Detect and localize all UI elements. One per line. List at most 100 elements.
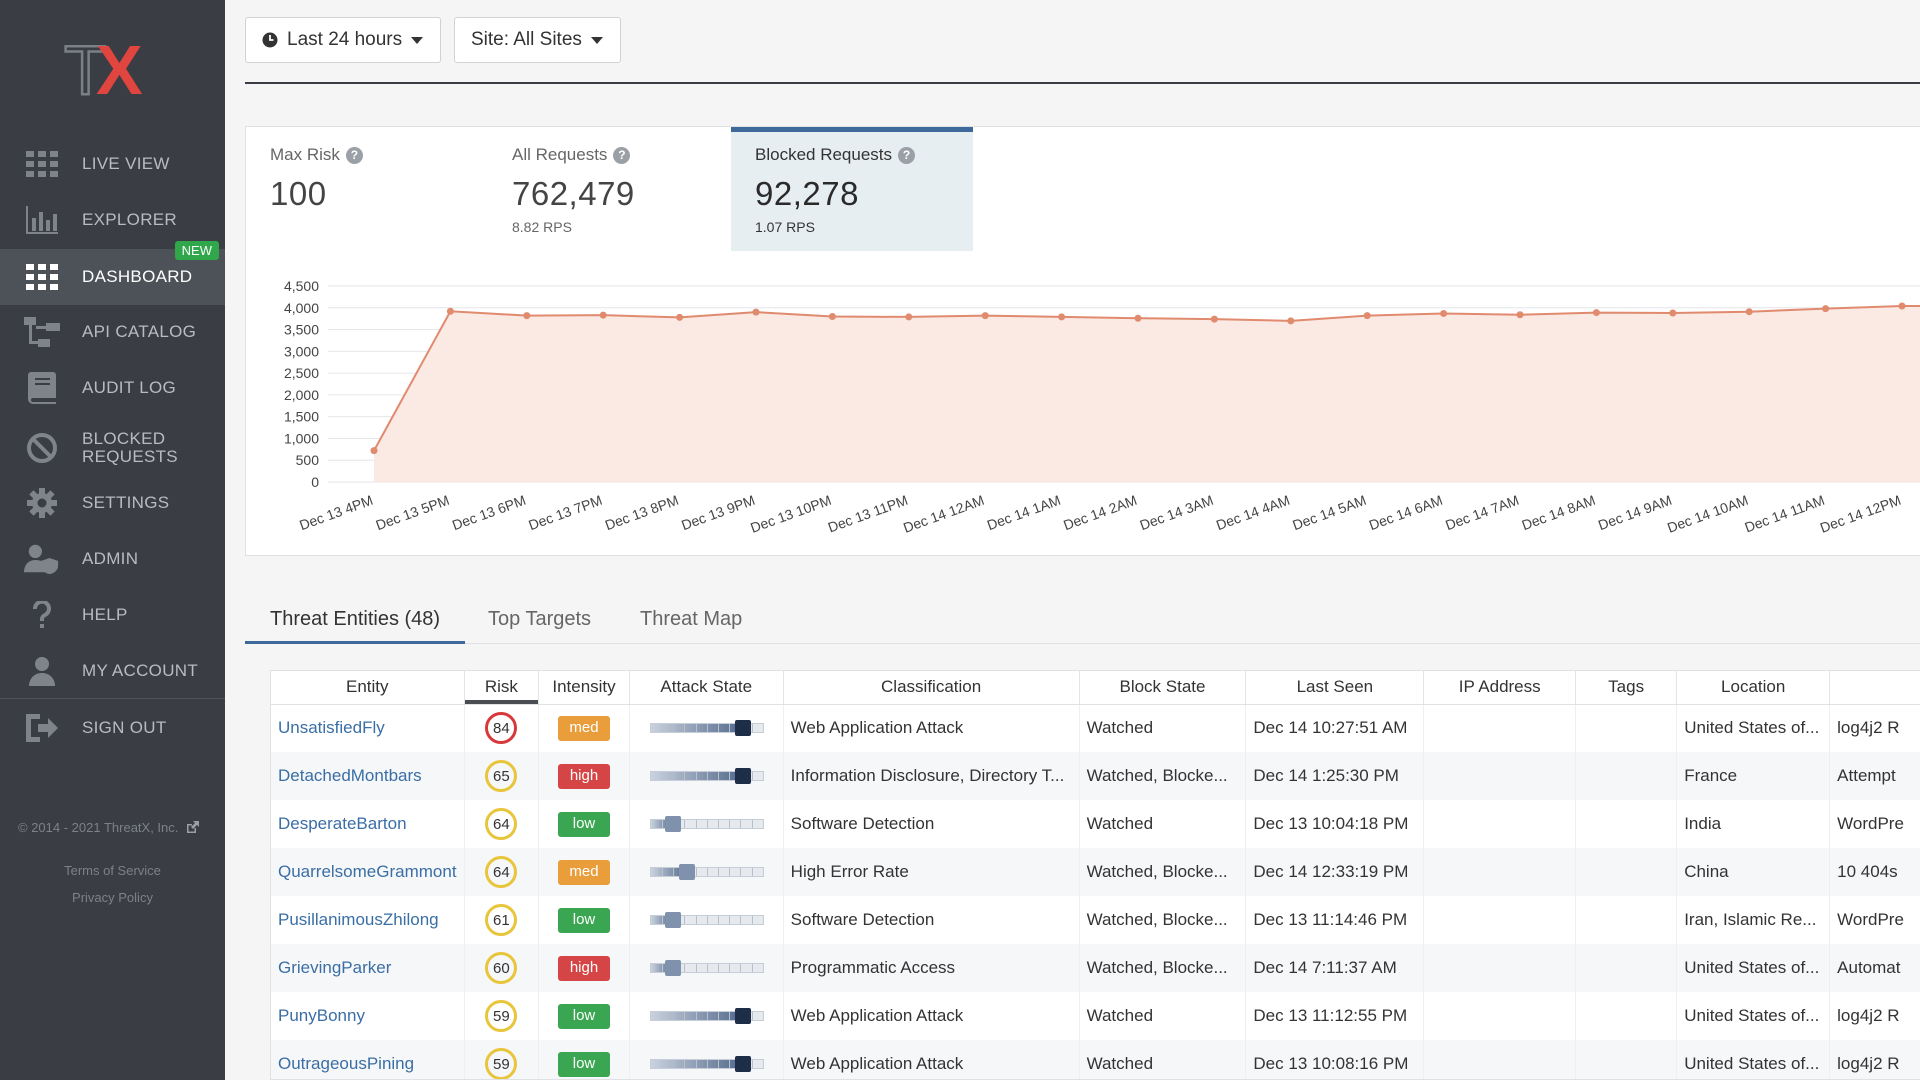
table-row[interactable]: OutrageousPining 59 low Web Application Att…: [271, 1040, 1920, 1079]
data-point[interactable]: [599, 311, 607, 319]
nav-sign-out[interactable]: SIGN OUT: [0, 700, 225, 756]
data-point[interactable]: [1440, 309, 1448, 317]
nav-settings[interactable]: SETTINGS: [0, 475, 225, 531]
gear-icon: [24, 485, 60, 521]
stat-all-requests[interactable]: All Requests? 762,479 8.82 RPS: [488, 127, 730, 251]
nav-api-catalog[interactable]: API CATALOG: [0, 304, 225, 360]
block-state-cell: Watched: [1079, 992, 1247, 1040]
entity-link[interactable]: QuarrelsomeGrammont: [271, 848, 465, 896]
nav-help[interactable]: HELP: [0, 587, 225, 643]
classification-cell: High Error Rate: [783, 848, 1080, 896]
site-dropdown[interactable]: Site: All Sites: [454, 17, 621, 63]
data-point[interactable]: [905, 313, 913, 321]
entity-link[interactable]: DesperateBarton: [271, 800, 465, 848]
col-last-seen[interactable]: Last Seen: [1245, 671, 1425, 705]
ip-address-cell: [1423, 848, 1577, 896]
tab-threat-map[interactable]: Threat Map: [640, 608, 743, 630]
col-attack-state[interactable]: Attack State: [629, 671, 784, 705]
help-icon[interactable]: ?: [613, 146, 631, 164]
terms-link[interactable]: Terms of Service: [64, 863, 161, 878]
tags-cell: [1575, 992, 1678, 1040]
x-tick-label: Dec 14 4AM: [1214, 492, 1292, 533]
privacy-link[interactable]: Privacy Policy: [72, 890, 153, 905]
data-point[interactable]: [1669, 309, 1677, 317]
nav-explorer[interactable]: EXPLORER: [0, 192, 225, 248]
nav-admin[interactable]: ADMIN: [0, 531, 225, 587]
nav-label: AUDIT LOG: [82, 378, 177, 397]
attack-state-cell: [629, 848, 784, 896]
threatx-logo[interactable]: T X: [60, 34, 170, 104]
data-point[interactable]: [370, 447, 378, 455]
intensity-cell: high: [538, 944, 630, 992]
header-rule: [245, 82, 1920, 84]
classification-cell: Software Detection: [783, 800, 1080, 848]
data-point[interactable]: [981, 312, 989, 320]
attack-state-knob: [734, 1008, 751, 1024]
data-point[interactable]: [1516, 311, 1524, 319]
entity-link[interactable]: PunyBonny: [271, 992, 465, 1040]
data-point[interactable]: [1058, 313, 1066, 321]
nav-label: DASHBOARD: [82, 267, 193, 286]
table-row[interactable]: DetachedMontbars 65 high Information Disclo…: [271, 752, 1920, 800]
entity-link[interactable]: GrievingParker: [271, 944, 465, 992]
col-location[interactable]: Location: [1676, 671, 1831, 705]
entity-link[interactable]: DetachedMontbars: [271, 752, 465, 800]
y-tick-label: 2,000: [284, 387, 319, 403]
col-tags[interactable]: Tags: [1575, 671, 1678, 705]
col-block-state[interactable]: Block State: [1079, 671, 1247, 705]
col-classification[interactable]: Classification: [783, 671, 1080, 705]
help-icon[interactable]: ?: [345, 146, 363, 164]
logo-letter-t: T: [64, 34, 107, 104]
entity-link[interactable]: PusillanimousZhilong: [271, 896, 465, 944]
data-point[interactable]: [828, 312, 836, 320]
tab-top-targets[interactable]: Top Targets: [488, 608, 592, 630]
col-description[interactable]: [1829, 671, 1920, 705]
nav-live-view[interactable]: LIVE VIEW: [0, 136, 225, 192]
data-point[interactable]: [1898, 302, 1906, 310]
data-point[interactable]: [523, 312, 531, 320]
stat-blocked-requests[interactable]: Blocked Requests? 92,278 1.07 RPS: [731, 127, 973, 251]
col-intensity[interactable]: Intensity: [538, 671, 630, 705]
ip-address-cell: [1423, 944, 1577, 992]
ip-address-cell: [1423, 896, 1577, 944]
entity-link[interactable]: OutrageousPining: [271, 1040, 465, 1079]
risk-score: 59: [485, 1000, 518, 1032]
nav-audit-log[interactable]: AUDIT LOG: [0, 360, 225, 416]
stat-max-risk[interactable]: Max Risk? 100: [246, 127, 488, 251]
data-point[interactable]: [676, 313, 684, 321]
table-row[interactable]: QuarrelsomeGrammont 64 med High Error Rate W…: [271, 848, 1920, 896]
data-point[interactable]: [446, 307, 454, 315]
tab-threat-entities[interactable]: Threat Entities (48): [245, 592, 466, 644]
col-ip-address[interactable]: IP Address: [1423, 671, 1577, 705]
data-point[interactable]: [752, 308, 760, 316]
nav-my-account[interactable]: MY ACCOUNT: [0, 643, 225, 699]
attack-state-cell: [629, 752, 784, 800]
tags-cell: [1575, 896, 1678, 944]
data-point[interactable]: [1745, 308, 1753, 316]
attack-state-slider: [649, 816, 764, 832]
data-point[interactable]: [1592, 309, 1600, 317]
col-risk[interactable]: Risk: [464, 671, 540, 705]
data-point[interactable]: [1287, 317, 1295, 325]
nav-dashboard[interactable]: DASHBOARD NEW: [0, 241, 225, 305]
nav-blocked-requests[interactable]: BLOCKED REQUESTS: [0, 420, 225, 476]
col-entity[interactable]: Entity: [271, 671, 465, 705]
help-icon[interactable]: ?: [898, 146, 916, 164]
attack-state-cell: [629, 704, 784, 752]
table-row[interactable]: PusillanimousZhilong 61 low Software Detect…: [271, 896, 1920, 944]
table-row[interactable]: UnsatisfiedFly 84 med Web Application Attac…: [271, 704, 1920, 752]
external-link-icon[interactable]: [186, 821, 200, 834]
table-row[interactable]: DesperateBarton 64 low Software Detection Wa…: [271, 800, 1920, 848]
x-tick-label: Dec 14 1AM: [985, 492, 1063, 533]
data-point[interactable]: [1210, 315, 1218, 323]
table-row[interactable]: PunyBonny 59 low Web Application Attack Watc…: [271, 992, 1920, 1040]
time-range-dropdown[interactable]: Last 24 hours: [245, 17, 441, 63]
entity-link[interactable]: UnsatisfiedFly: [271, 704, 465, 752]
ip-address-cell: [1423, 704, 1577, 752]
x-tick-label: Dec 14 6AM: [1367, 492, 1445, 533]
data-point[interactable]: [1134, 314, 1142, 322]
table-row[interactable]: GrievingParker 60 high Programmatic Access W…: [271, 944, 1920, 992]
location-cell: France: [1676, 752, 1831, 800]
data-point[interactable]: [1822, 305, 1830, 313]
data-point[interactable]: [1363, 312, 1371, 320]
